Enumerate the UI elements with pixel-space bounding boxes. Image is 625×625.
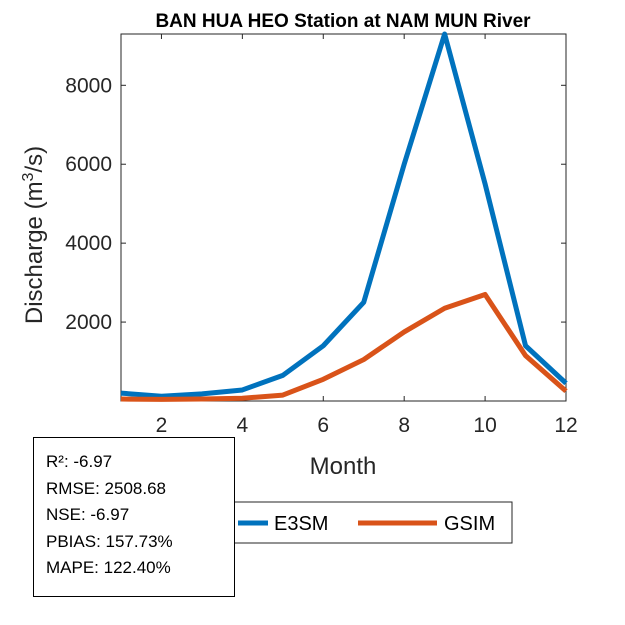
plot-area — [120, 33, 567, 402]
series-line-e3sm — [120, 31, 568, 399]
axis-ticks — [121, 34, 567, 401]
legend-label-gsim: GSIM — [444, 513, 495, 535]
x-tick-label: 2 — [156, 414, 168, 437]
legend-label-e3sm: E3SM — [274, 513, 328, 535]
y-tick-label: 8000 — [65, 74, 112, 97]
chart-title: BAN HUA HEO Station at NAM MUN River — [155, 11, 531, 32]
y-axis-label: Discharge (m3/s) — [20, 146, 48, 324]
x-tick-label: 10 — [473, 414, 496, 437]
series-line-gsim — [120, 291, 568, 402]
stat-nse: NSE: -6.97 — [46, 505, 130, 524]
stat-r2: R²: -6.97 — [46, 452, 113, 471]
legend: E3SM GSIM — [232, 501, 513, 544]
y-axis-label-superscript: 3 — [20, 172, 37, 181]
x-axis-label: Month — [310, 453, 377, 480]
axis-tick-labels: 2 4 6 8 10 12 2000 4000 6000 8000 — [65, 74, 577, 437]
x-tick-label: 12 — [554, 414, 577, 437]
series-lines — [120, 31, 568, 402]
y-tick-label: 6000 — [65, 153, 112, 176]
y-tick-label: 4000 — [65, 232, 112, 255]
stat-mape: MAPE: 122.40% — [46, 558, 171, 577]
stats-box: R²: -6.97 RMSE: 2508.68 NSE: -6.97 PBIAS… — [33, 437, 235, 597]
stat-pbias: PBIAS: 157.73% — [46, 531, 173, 551]
stat-rmse: RMSE: 2508.68 — [46, 478, 167, 498]
y-axis-label-main: Discharge (m — [21, 181, 48, 324]
x-tick-label: 8 — [398, 414, 410, 437]
x-tick-label: 4 — [237, 414, 249, 437]
x-tick-label: 6 — [317, 414, 329, 437]
y-axis-label-end: /s) — [21, 146, 48, 173]
y-tick-label: 2000 — [65, 311, 112, 334]
